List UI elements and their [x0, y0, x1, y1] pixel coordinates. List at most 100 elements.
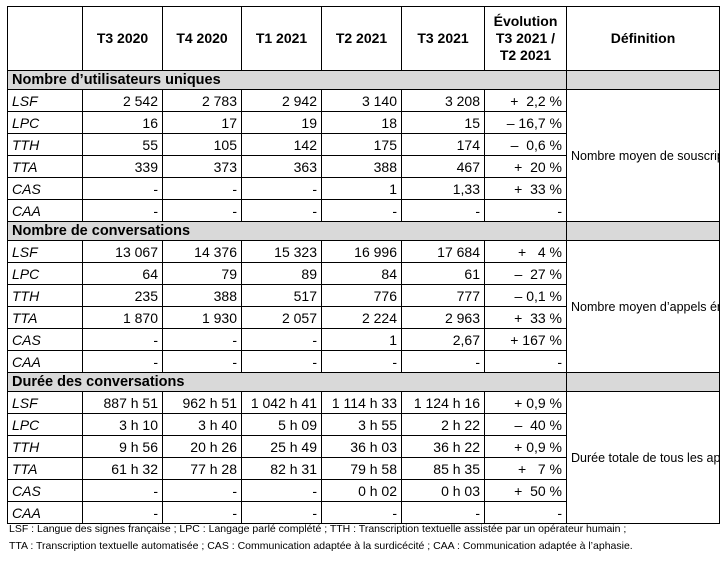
- column-header: T2 2021: [321, 6, 402, 71]
- row-label: TTA: [7, 306, 83, 329]
- table-cell: 2 942: [241, 89, 322, 112]
- evolution-cell: -: [484, 199, 567, 222]
- table-cell: 89: [241, 262, 322, 285]
- footnote-line: LSF : Langue des signes française ; LPC …: [9, 523, 627, 535]
- table-cell: 15: [401, 111, 485, 134]
- table-cell: -: [241, 199, 322, 222]
- table-cell: 77 h 28: [162, 457, 242, 480]
- evolution-cell: -: [484, 501, 567, 524]
- column-header: T3 2021: [401, 6, 485, 71]
- section-title: Durée des conversations: [7, 372, 567, 392]
- table-cell: 3 h 40: [162, 413, 242, 436]
- table-row: TTH 235 388 517 776 777– 0,1 %: [7, 284, 720, 307]
- row-label: CAA: [7, 501, 83, 524]
- table-cell: 142: [241, 133, 322, 156]
- table-cell: -: [241, 177, 322, 200]
- table-cell: 1 042 h 41: [241, 391, 322, 414]
- table-cell: 388: [321, 155, 402, 178]
- table-cell: 2 057: [241, 306, 322, 329]
- table-cell: 1 870: [82, 306, 163, 329]
- table-cell: 776: [321, 284, 402, 307]
- table-cell: 363: [241, 155, 322, 178]
- table-cell: -: [162, 328, 242, 351]
- evolution-cell: – 27 %: [484, 262, 567, 285]
- table-cell: -: [241, 350, 322, 373]
- table-cell: 84: [321, 262, 402, 285]
- table-cell: -: [241, 479, 322, 502]
- table-cell: -: [241, 328, 322, 351]
- table-row: CAA - - - - - -: [7, 501, 720, 524]
- table-cell: 16: [82, 111, 163, 134]
- evolution-cell: + 167 %: [484, 328, 567, 351]
- table-cell: 2 224: [321, 306, 402, 329]
- table-cell: 339: [82, 155, 163, 178]
- row-label: LSF: [7, 240, 83, 263]
- row-label: LSF: [7, 391, 83, 414]
- section-header-row: Nombre de conversations: [7, 221, 720, 241]
- evolution-cell: – 16,7 %: [484, 111, 567, 134]
- section-title: Nombre d’utilisateurs uniques: [7, 70, 567, 90]
- evolution-header-line: T2 2021: [499, 47, 552, 63]
- table-cell: 2 963: [401, 306, 485, 329]
- row-label: LSF: [7, 89, 83, 112]
- header-corner: [7, 6, 83, 71]
- table-cell: 20 h 26: [162, 435, 242, 458]
- table-cell: 85 h 35: [401, 457, 485, 480]
- table-cell: -: [162, 350, 242, 373]
- table-cell: 0 h 02: [321, 479, 402, 502]
- table-cell: 373: [162, 155, 242, 178]
- row-label: LPC: [7, 111, 83, 134]
- table-cell: 9 h 56: [82, 435, 163, 458]
- table-cell: 3 h 55: [321, 413, 402, 436]
- table-cell: 388: [162, 284, 242, 307]
- row-label: LPC: [7, 262, 83, 285]
- table-row: TTH 55 105 142 175 174– 0,6 %: [7, 133, 720, 156]
- row-label: CAS: [7, 479, 83, 502]
- table-cell: 1: [321, 177, 402, 200]
- row-label: TTA: [7, 155, 83, 178]
- table-cell: -: [162, 479, 242, 502]
- evolution-cell: – 0,6 %: [484, 133, 567, 156]
- evolution-cell: – 0,1 %: [484, 284, 567, 307]
- table-cell: -: [82, 199, 163, 222]
- table-cell: -: [162, 177, 242, 200]
- table-cell: 517: [241, 284, 322, 307]
- section-header-row: Nombre d’utilisateurs uniques: [7, 70, 720, 90]
- table-cell: 82 h 31: [241, 457, 322, 480]
- section-header-blank: [566, 70, 720, 90]
- footnote-line: TTA : Transcription textuelle automatisé…: [9, 540, 633, 552]
- table-cell: 61: [401, 262, 485, 285]
- table-cell: 13 067: [82, 240, 163, 263]
- evolution-cell: + 50 %: [484, 479, 567, 502]
- column-header: T1 2021: [241, 6, 322, 71]
- table-cell: 175: [321, 133, 402, 156]
- evolution-cell: + 2,2 %: [484, 89, 567, 112]
- definition-cell: Nombre moyen de souscripteurs ayant util…: [566, 89, 720, 222]
- column-header: T3 2020: [82, 6, 163, 71]
- table-cell: -: [82, 350, 163, 373]
- table-cell: 36 h 03: [321, 435, 402, 458]
- table-row: LSF 13 067 14 376 15 323 16 996 17 684 + 4 % No…: [7, 240, 720, 373]
- table-cell: 2,67: [401, 328, 485, 351]
- table-cell: -: [162, 501, 242, 524]
- table-cell: 887 h 51: [82, 391, 163, 414]
- table-cell: -: [401, 350, 485, 373]
- table-cell: 25 h 49: [241, 435, 322, 458]
- table-cell: 1,33: [401, 177, 485, 200]
- table-cell: 61 h 32: [82, 457, 163, 480]
- table-cell: 2 783: [162, 89, 242, 112]
- table-cell: -: [82, 328, 163, 351]
- evolution-cell: -: [484, 350, 567, 373]
- row-label: TTH: [7, 284, 83, 307]
- row-label: CAA: [7, 199, 83, 222]
- table-cell: 36 h 22: [401, 435, 485, 458]
- table-cell: 1 930: [162, 306, 242, 329]
- table-cell: -: [321, 199, 402, 222]
- table-cell: 3 h 10: [82, 413, 163, 436]
- table-cell: -: [82, 177, 163, 200]
- definition-header: Définition: [566, 6, 720, 71]
- table-cell: 2 542: [82, 89, 163, 112]
- table-cell: 5 h 09: [241, 413, 322, 436]
- table-row: LSF 887 h 51 962 h 51 1 042 h 41 1 114 h 33 1…: [7, 391, 720, 524]
- table-row: LSF 2 542 2 783 2 942 3 140 3 208 + 2,2 % Nombr…: [7, 89, 720, 222]
